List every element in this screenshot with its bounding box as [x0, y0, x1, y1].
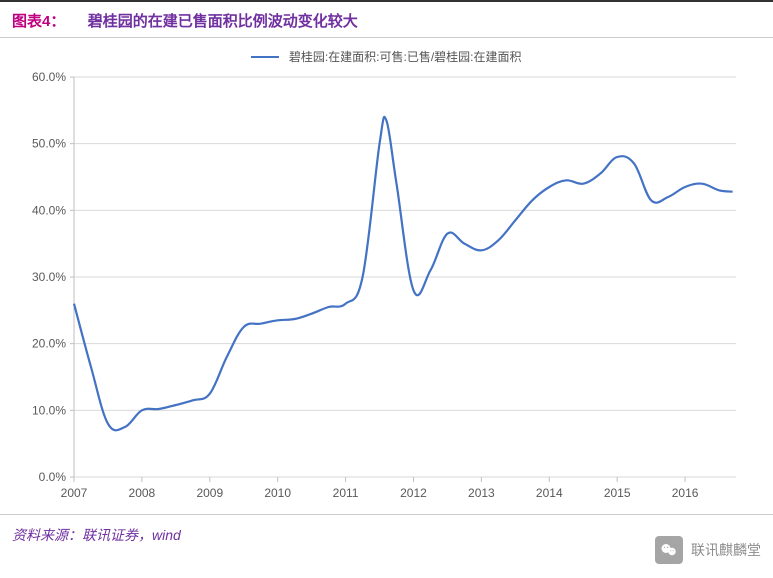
svg-text:2011: 2011	[333, 486, 359, 500]
svg-text:2009: 2009	[196, 486, 223, 500]
watermark: 联讯麒麟堂	[655, 536, 761, 564]
svg-text:2010: 2010	[264, 486, 291, 500]
svg-text:2016: 2016	[672, 486, 699, 500]
svg-text:2008: 2008	[129, 486, 156, 500]
watermark-text: 联讯麒麟堂	[691, 540, 761, 560]
svg-text:2014: 2014	[536, 486, 563, 500]
line-chart: 0.0% 10.0% 20.0% 30.0% 40.0% 50.0% 60.0% 2007 20…	[8, 69, 748, 509]
svg-text:20.0%: 20.0%	[32, 337, 66, 351]
legend-text: 碧桂园:在建面积:可售:已售/碧桂园:在建面积	[289, 50, 522, 64]
svg-text:60.0%: 60.0%	[32, 70, 66, 84]
svg-text:2015: 2015	[604, 486, 631, 500]
svg-text:2012: 2012	[400, 486, 427, 500]
figure-label: 图表4：	[12, 13, 65, 30]
svg-text:2013: 2013	[468, 486, 495, 500]
chart-header: 图表4： 碧桂园的在建已售面积比例波动变化较大	[0, 0, 773, 38]
chart-area: 0.0% 10.0% 20.0% 30.0% 40.0% 50.0% 60.0% 2007 20…	[8, 69, 755, 514]
source-text: 资料来源：联讯证券，wind	[12, 527, 181, 543]
chart-legend: 碧桂园:在建面积:可售:已售/碧桂园:在建面积	[0, 38, 773, 69]
svg-text:50.0%: 50.0%	[32, 137, 66, 151]
svg-text:0.0%: 0.0%	[39, 470, 67, 484]
figure-title: 碧桂园的在建已售面积比例波动变化较大	[88, 13, 358, 30]
legend-swatch	[251, 56, 279, 58]
svg-text:30.0%: 30.0%	[32, 270, 66, 284]
svg-text:10.0%: 10.0%	[32, 403, 66, 417]
svg-text:40.0%: 40.0%	[32, 203, 66, 217]
wechat-icon	[655, 536, 683, 564]
svg-text:2007: 2007	[61, 486, 88, 500]
